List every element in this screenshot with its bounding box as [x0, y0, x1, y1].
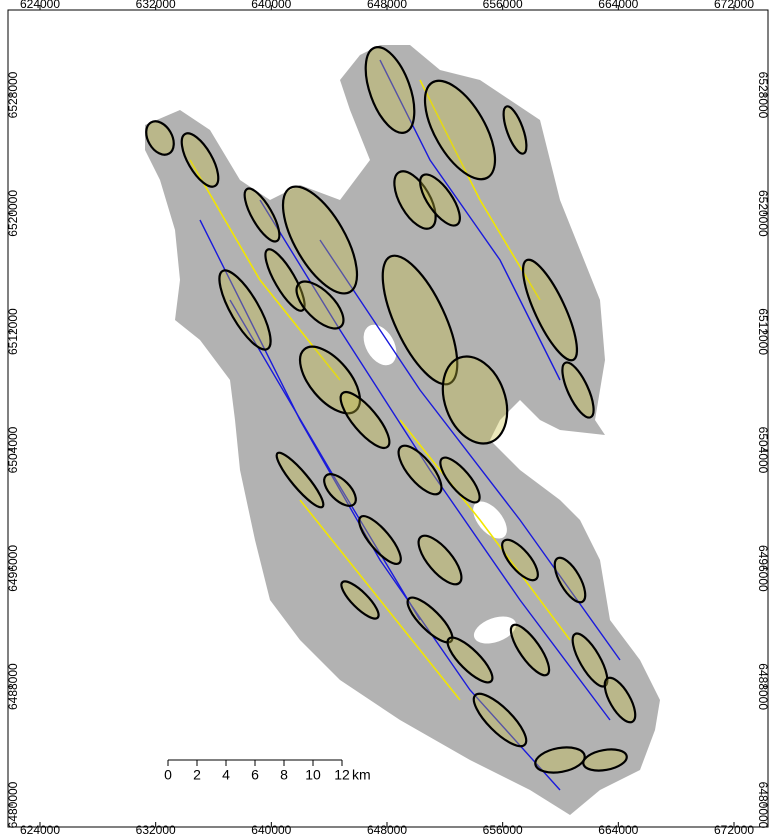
x-tick-label-top: 632000: [136, 0, 176, 11]
page: 6240006240006320006320006400006400006480…: [0, 0, 776, 837]
x-tick-label-top: 640000: [251, 0, 291, 11]
scale-bar-label: 10: [305, 767, 321, 783]
y-tick-label-right: 6504000: [756, 427, 770, 474]
scale-bar-label: 0: [164, 767, 172, 783]
x-tick-label-bottom: 648000: [367, 823, 407, 837]
scale-bar-unit: km: [352, 767, 371, 783]
x-tick-label-top: 624000: [20, 0, 60, 11]
map: 6240006240006320006320006400006400006480…: [0, 0, 776, 837]
x-tick-label-top: 656000: [483, 0, 523, 11]
x-tick-label-bottom: 656000: [483, 823, 523, 837]
x-tick-label-top: 664000: [598, 0, 638, 11]
y-tick-label-left: 6480000: [6, 781, 20, 828]
x-tick-label-bottom: 624000: [20, 823, 60, 837]
y-tick-label-left: 6488000: [6, 663, 20, 710]
scale-bar-label: 8: [280, 767, 288, 783]
x-tick-label-bottom: 672000: [714, 823, 754, 837]
y-tick-label-right: 6520000: [756, 190, 770, 237]
y-tick-label-right: 6488000: [756, 663, 770, 710]
scale-bar-label: 6: [251, 767, 259, 783]
y-tick-label-left: 6512000: [6, 308, 20, 355]
x-tick-label-top: 672000: [714, 0, 754, 11]
y-tick-label-left: 6528000: [6, 71, 20, 118]
scale-bar-label: 12: [334, 767, 350, 783]
x-tick-label-bottom: 664000: [598, 823, 638, 837]
y-tick-label-left: 6520000: [6, 190, 20, 237]
x-tick-label-bottom: 640000: [251, 823, 291, 837]
y-tick-label-right: 6496000: [756, 545, 770, 592]
x-tick-label-bottom: 632000: [136, 823, 176, 837]
y-tick-label-left: 6496000: [6, 545, 20, 592]
y-tick-label-right: 6480000: [756, 782, 770, 829]
scale-bar-label: 2: [193, 767, 201, 783]
scale-bar-label: 4: [222, 767, 230, 783]
y-tick-label-right: 6512000: [756, 308, 770, 355]
y-tick-label-right: 6528000: [756, 72, 770, 119]
x-tick-label-top: 648000: [367, 0, 407, 11]
y-tick-label-left: 6504000: [6, 426, 20, 473]
